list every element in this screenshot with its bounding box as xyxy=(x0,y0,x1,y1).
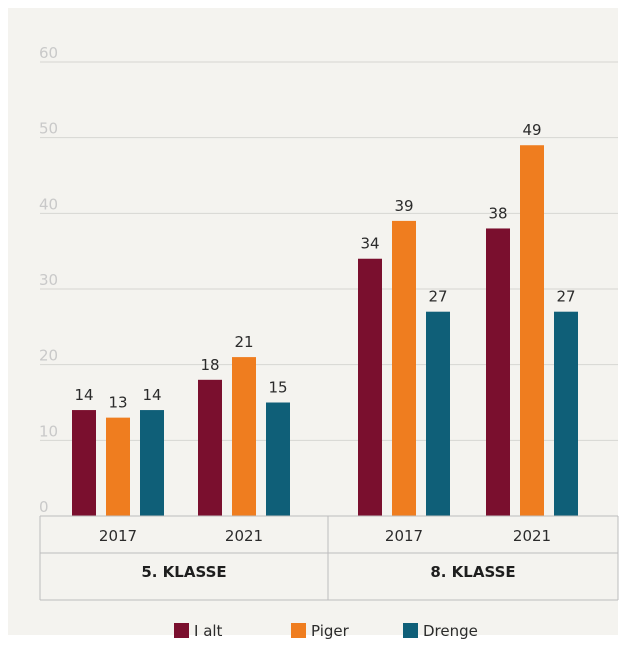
y-tick-label: 10 xyxy=(39,422,58,440)
bar xyxy=(140,410,164,516)
legend-label: I alt xyxy=(194,622,223,640)
bar xyxy=(106,417,130,516)
y-tick-label: 40 xyxy=(39,195,58,213)
bar xyxy=(266,402,290,516)
data-label: 27 xyxy=(556,288,575,306)
data-label: 18 xyxy=(200,356,219,374)
legend-swatch xyxy=(174,623,189,638)
bar-chart: 0 10 20 30 40 50 60 14 13 14 18 21 15 34 39 27 38 49 27 2… xyxy=(39,44,619,640)
legend-swatch xyxy=(403,623,418,638)
x-tick-label: 2021 xyxy=(513,527,551,545)
data-label: 49 xyxy=(522,121,541,139)
x-tick-label: 2017 xyxy=(385,527,423,545)
legend-label: Drenge xyxy=(423,622,478,640)
data-label: 21 xyxy=(234,333,253,351)
y-tick-label: 60 xyxy=(39,44,58,62)
legend-label: Piger xyxy=(311,622,350,640)
bar xyxy=(72,410,96,516)
bar xyxy=(232,357,256,516)
bar xyxy=(426,311,450,516)
y-axis-ticks: 0 10 20 30 40 50 60 xyxy=(39,44,58,516)
data-label: 39 xyxy=(394,197,413,215)
bars xyxy=(72,145,578,516)
data-label: 38 xyxy=(488,204,507,222)
y-tick-label: 30 xyxy=(39,271,58,289)
data-label: 14 xyxy=(74,386,93,404)
data-label: 15 xyxy=(268,379,287,397)
group-label: 8. KLASSE xyxy=(430,563,515,581)
bar xyxy=(392,220,416,516)
data-label: 13 xyxy=(108,394,127,412)
bar xyxy=(554,311,578,516)
data-label: 27 xyxy=(428,288,447,306)
legend: I alt Piger Drenge xyxy=(174,622,478,640)
group-label: 5. KLASSE xyxy=(141,563,226,581)
y-tick-label: 50 xyxy=(39,120,58,138)
data-label: 34 xyxy=(360,235,379,253)
y-tick-label: 0 xyxy=(39,498,49,516)
y-tick-label: 20 xyxy=(39,347,58,365)
chart-panel: 0 10 20 30 40 50 60 14 13 14 18 21 15 34 39 27 38 49 27 2… xyxy=(8,8,619,640)
data-labels: 14 13 14 18 21 15 34 39 27 38 49 27 xyxy=(74,121,575,411)
bar xyxy=(520,145,544,516)
x-tick-label: 2021 xyxy=(225,527,263,545)
data-label: 14 xyxy=(142,386,161,404)
x-tick-label: 2017 xyxy=(99,527,137,545)
bar xyxy=(198,379,222,516)
x-axis: 2017 2021 2017 2021 5. KLASSE 8. KLASSE xyxy=(39,515,619,601)
bar xyxy=(486,228,510,516)
legend-swatch xyxy=(291,623,306,638)
bar xyxy=(358,258,382,516)
